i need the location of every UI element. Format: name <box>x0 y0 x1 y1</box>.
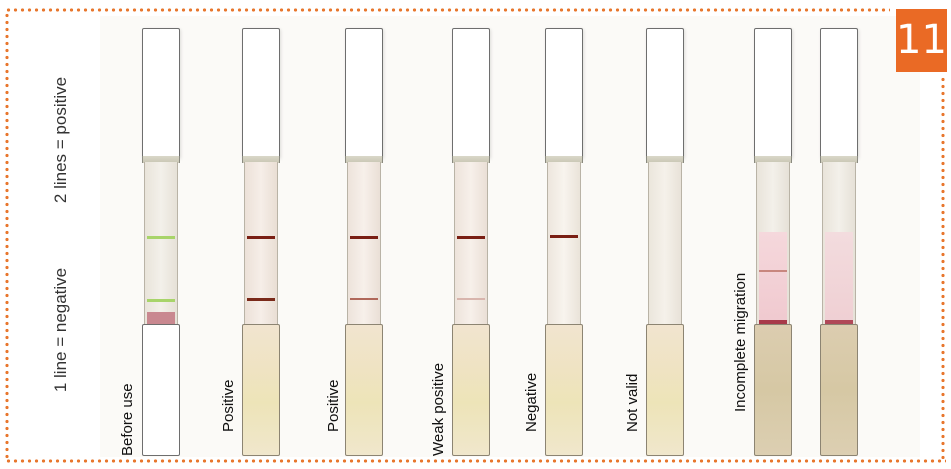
figure-number-badge: 11 <box>896 9 947 72</box>
strip-handle <box>754 28 792 158</box>
strip-membrane <box>648 162 682 324</box>
strip-membrane <box>144 162 178 324</box>
test-line <box>350 298 378 300</box>
test-line <box>247 298 275 301</box>
strip-membrane <box>347 162 381 324</box>
strip-not-valid <box>646 28 684 456</box>
label-negative: Negative <box>523 373 540 432</box>
strip-sample-pad <box>646 324 684 456</box>
strip-membrane <box>822 162 856 324</box>
strip-membrane <box>244 162 278 324</box>
strip-sample-pad <box>820 324 858 456</box>
indicator-line-top <box>147 236 175 239</box>
border-left <box>5 12 9 462</box>
side-label-one-line: 1 line = negative <box>51 230 71 430</box>
side-label-two-lines: 2 lines = positive <box>51 40 71 240</box>
strip-sample-pad <box>242 324 280 456</box>
strip-handle <box>545 28 583 158</box>
border-right <box>941 76 945 459</box>
strip-sample-pad <box>142 324 180 456</box>
label-positive-1: Positive <box>220 379 237 432</box>
control-line <box>350 236 378 239</box>
strip-membrane <box>547 162 581 324</box>
migration-front <box>759 232 787 324</box>
label-positive-2: Positive <box>325 379 342 432</box>
strip-handle <box>820 28 858 158</box>
strip-handle <box>345 28 383 158</box>
indicator-line-bottom <box>147 299 175 302</box>
strip-incomplete-migration-2 <box>820 28 858 456</box>
test-line <box>457 298 485 300</box>
control-line <box>550 235 578 238</box>
strip-positive-1 <box>242 28 280 456</box>
strip-before-use <box>142 28 180 456</box>
control-line <box>457 236 485 239</box>
test-line <box>759 270 787 272</box>
border-top <box>5 8 890 12</box>
strip-handle <box>242 28 280 158</box>
label-incomplete-migration: Incomplete migration <box>732 273 749 412</box>
strip-membrane <box>756 162 790 324</box>
strip-sample-pad <box>452 324 490 456</box>
strip-sample-pad <box>345 324 383 456</box>
label-before-use: Before use <box>119 383 136 456</box>
strip-incomplete-migration-1 <box>754 28 792 456</box>
label-weak-positive: Weak positive <box>430 363 447 456</box>
border-bottom <box>5 459 946 463</box>
control-line <box>247 236 275 239</box>
strip-handle <box>452 28 490 158</box>
strip-membrane <box>454 162 488 324</box>
strip-handle <box>646 28 684 158</box>
label-not-valid: Not valid <box>624 374 641 432</box>
strip-sample-pad <box>545 324 583 456</box>
strip-positive-2 <box>345 28 383 456</box>
migration-front <box>825 232 853 324</box>
sample-zone <box>147 312 175 324</box>
strip-negative <box>545 28 583 456</box>
strip-sample-pad <box>754 324 792 456</box>
strip-handle <box>142 28 180 158</box>
strip-weak-positive <box>452 28 490 456</box>
